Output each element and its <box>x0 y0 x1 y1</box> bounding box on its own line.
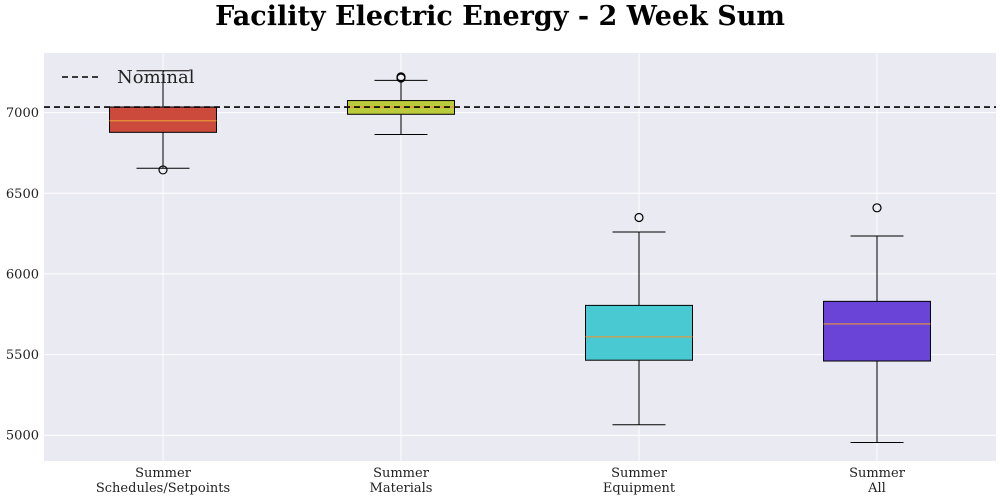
outlier-point <box>396 72 406 82</box>
y-tick-label: 5000 <box>6 429 39 444</box>
y-tick-label: 6500 <box>6 187 39 202</box>
x-tick-label: Summer Equipment <box>603 466 676 496</box>
y-tick-label: 7000 <box>6 106 39 121</box>
outlier-point <box>158 165 168 175</box>
y-tick-label: 6000 <box>6 267 39 282</box>
box <box>585 304 693 361</box>
box <box>109 106 217 133</box>
outlier-point <box>872 203 882 213</box>
outlier-point <box>634 212 644 223</box>
chart-title: Facility Electric Energy - 2 Week Sum <box>215 1 785 32</box>
y-tick-label: 5500 <box>6 348 39 363</box>
legend-nominal-label: Nominal <box>117 67 195 88</box>
x-tick-label: Summer All <box>849 466 906 496</box>
x-tick-label: Summer Schedules/Setpoints <box>96 466 230 496</box>
box <box>823 300 931 362</box>
x-tick-label: Summer Materials <box>370 466 433 496</box>
